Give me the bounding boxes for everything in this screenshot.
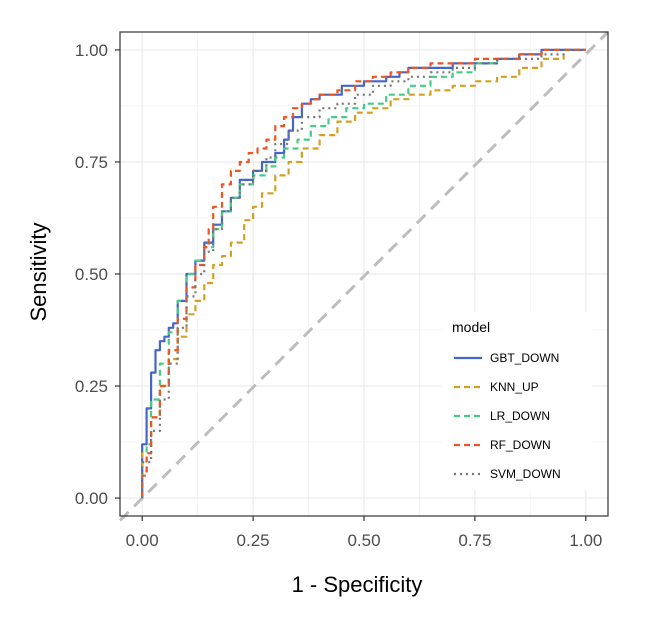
legend-label: RF_DOWN bbox=[490, 438, 551, 452]
legend-item: LR_DOWN bbox=[454, 409, 550, 423]
legend-label: GBT_DOWN bbox=[490, 351, 559, 365]
y-tick-label: 0.75 bbox=[75, 153, 108, 172]
legend: model GBT_DOWN KNN_UP LR_DOWN RF_DOWN SVM_DO… bbox=[442, 312, 592, 490]
roc-curves bbox=[141, 48, 586, 499]
y-tick-label: 1.00 bbox=[75, 41, 108, 60]
reference-line bbox=[118, 30, 610, 522]
x-tick-label: 0.00 bbox=[126, 531, 159, 550]
y-tick-label: 0.00 bbox=[75, 489, 108, 508]
legend-label: SVM_DOWN bbox=[490, 467, 561, 481]
legend-item: GBT_DOWN bbox=[454, 351, 559, 365]
reference-diagonal bbox=[118, 30, 610, 522]
y-tick-label: 0.50 bbox=[75, 265, 108, 284]
legend-item: RF_DOWN bbox=[454, 438, 551, 452]
legend-title: model bbox=[452, 319, 490, 335]
y-axis-ticks: 0.00 0.25 0.50 0.75 1.00 bbox=[75, 41, 120, 508]
x-tick-label: 0.25 bbox=[237, 531, 270, 550]
y-tick-label: 0.25 bbox=[75, 377, 108, 396]
x-tick-label: 1.00 bbox=[569, 531, 602, 550]
x-axis-title: 1 - Specificity bbox=[292, 572, 423, 597]
roc-curve-lr-down bbox=[141, 48, 586, 499]
x-tick-label: 0.75 bbox=[458, 531, 491, 550]
legend-label: LR_DOWN bbox=[490, 409, 550, 423]
legend-background bbox=[442, 312, 592, 490]
legend-item: SVM_DOWN bbox=[454, 467, 561, 481]
x-axis-ticks: 0.00 0.25 0.50 0.75 1.00 bbox=[126, 516, 602, 550]
y-axis-title: Sensitivity bbox=[26, 222, 51, 321]
legend-item: KNN_UP bbox=[454, 380, 539, 394]
x-tick-label: 0.50 bbox=[347, 531, 380, 550]
roc-curve-knn-up bbox=[141, 48, 586, 499]
legend-label: KNN_UP bbox=[490, 380, 539, 394]
roc-curve-svm-down bbox=[141, 48, 586, 499]
roc-curve-rf-down bbox=[141, 48, 586, 499]
